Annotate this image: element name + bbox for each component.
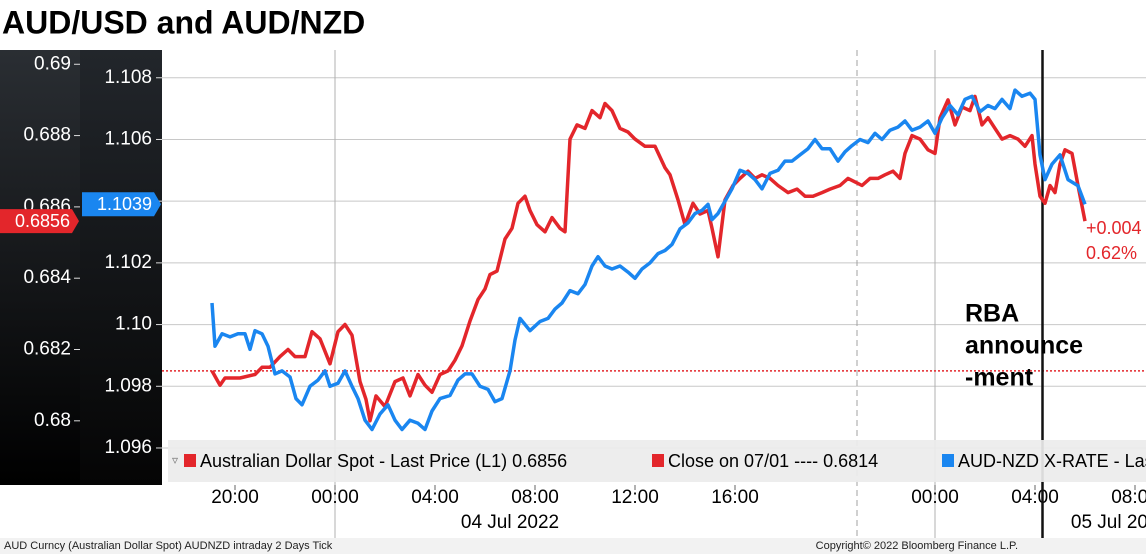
event-label: -ment [965,364,1034,392]
y-tick-label: 0.682 [23,339,71,360]
x-tick-label: 00:00 [911,487,959,508]
x-tick-label: 20:00 [211,487,259,508]
legend-swatch [652,454,664,467]
y-tick-label: 0.684 [23,267,71,288]
change-label: +0.004 [1086,218,1142,238]
last-value-label: 0.6856 [15,211,70,231]
last-value-tag [82,192,161,217]
y2-tick-label: 1.106 [104,128,152,149]
y-tick-label: 0.69 [34,53,71,74]
x-tick-label: 12:00 [611,487,659,508]
legend-label: Close on 07/01 ---- 0.6814 [668,451,878,471]
date-label: 04 Jul 2022 [461,512,559,533]
y2-tick-label: 1.102 [104,252,152,273]
change-label: 0.62% [1086,243,1137,263]
event-label: announce [965,332,1083,360]
legend-swatch [942,454,954,467]
legend-pin: ▿ [172,453,178,467]
last-value-label: 1.1039 [97,194,152,214]
x-tick-label: 04:00 [411,487,459,508]
y-tick-label: 0.68 [34,410,71,431]
footer-left: AUD Curncy (Australian Dollar Spot) AUDN… [4,540,333,552]
legend-label: AUD-NZD X-RATE - Last Price (R1) 1.1039 [958,451,1146,471]
y-tick-label: 0.688 [23,125,71,146]
right-axis-panel [80,50,162,485]
legend-label: Australian Dollar Spot - Last Price (L1)… [200,451,567,471]
left-axis-panel [0,50,80,485]
x-tick-label: 08:00 [511,487,559,508]
x-tick-label: 08:00 [1111,487,1146,508]
series-line [210,94,1087,423]
footer-bar [0,538,1146,554]
legend-swatch [184,454,196,467]
footer-right: Copyright© 2022 Bloomberg Finance L.P. [816,540,1018,552]
last-value-tag [0,209,79,234]
chart-title: AUD/USD and AUD/NZD [2,4,365,40]
x-tick-label: 00:00 [311,487,359,508]
date-label: 05 Jul 2022 [1071,512,1146,533]
x-tick-label: 04:00 [1011,487,1059,508]
y2-tick-label: 1.108 [104,67,152,88]
y2-tick-label: 1.098 [104,375,152,396]
y2-tick-label: 1.096 [104,437,152,458]
y2-tick-label: 1.10 [115,314,152,335]
event-label: RBA [965,300,1019,328]
x-tick-label: 16:00 [711,487,759,508]
series-line [210,88,1087,432]
